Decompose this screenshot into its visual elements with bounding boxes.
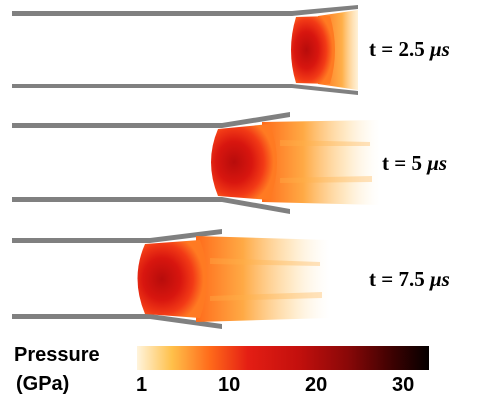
frame-2 (12, 112, 380, 214)
pressure-plume (262, 120, 380, 205)
tube-wall-top (12, 5, 358, 16)
tube-wall-bottom (12, 84, 358, 95)
colorbar-tick-20: 20 (305, 374, 328, 396)
colorbar-unit: (GPa) (16, 373, 70, 395)
frame-1 (12, 5, 358, 95)
time-unit: μs (429, 267, 450, 291)
time-label-2: t = 5 μs (382, 151, 447, 176)
colorbar-tick-10: 10 (218, 374, 241, 396)
frame-3 (12, 229, 330, 329)
time-unit: μs (429, 37, 450, 61)
colorbar-tick-30: 30 (392, 374, 415, 396)
tube-wall-top (12, 112, 290, 128)
pressure-core (291, 16, 335, 84)
time-value: 5 (411, 151, 422, 175)
time-prefix: t = (369, 267, 399, 291)
pressure-plume-streaks (210, 258, 322, 301)
tube-wall-bottom (12, 197, 290, 214)
pressure-plume-streaks (280, 140, 372, 183)
time-value: 7.5 (398, 267, 425, 291)
pressure-plume (196, 236, 330, 322)
time-value: 2.5 (398, 37, 425, 61)
time-prefix: t = (369, 37, 399, 61)
colorbar-title: Pressure (14, 344, 100, 366)
time-label-1: t = 2.5 μs (369, 37, 450, 62)
time-label-3: t = 7.5 μs (369, 267, 450, 292)
colorbar (137, 346, 429, 370)
colorbar-tick-1: 1 (136, 374, 148, 396)
pressure-core (137, 240, 207, 318)
pressure-core (211, 124, 277, 200)
time-prefix: t = (382, 151, 412, 175)
tube-wall-top (12, 229, 222, 243)
time-unit: μs (427, 151, 448, 175)
tube-wall-bottom (12, 314, 222, 329)
